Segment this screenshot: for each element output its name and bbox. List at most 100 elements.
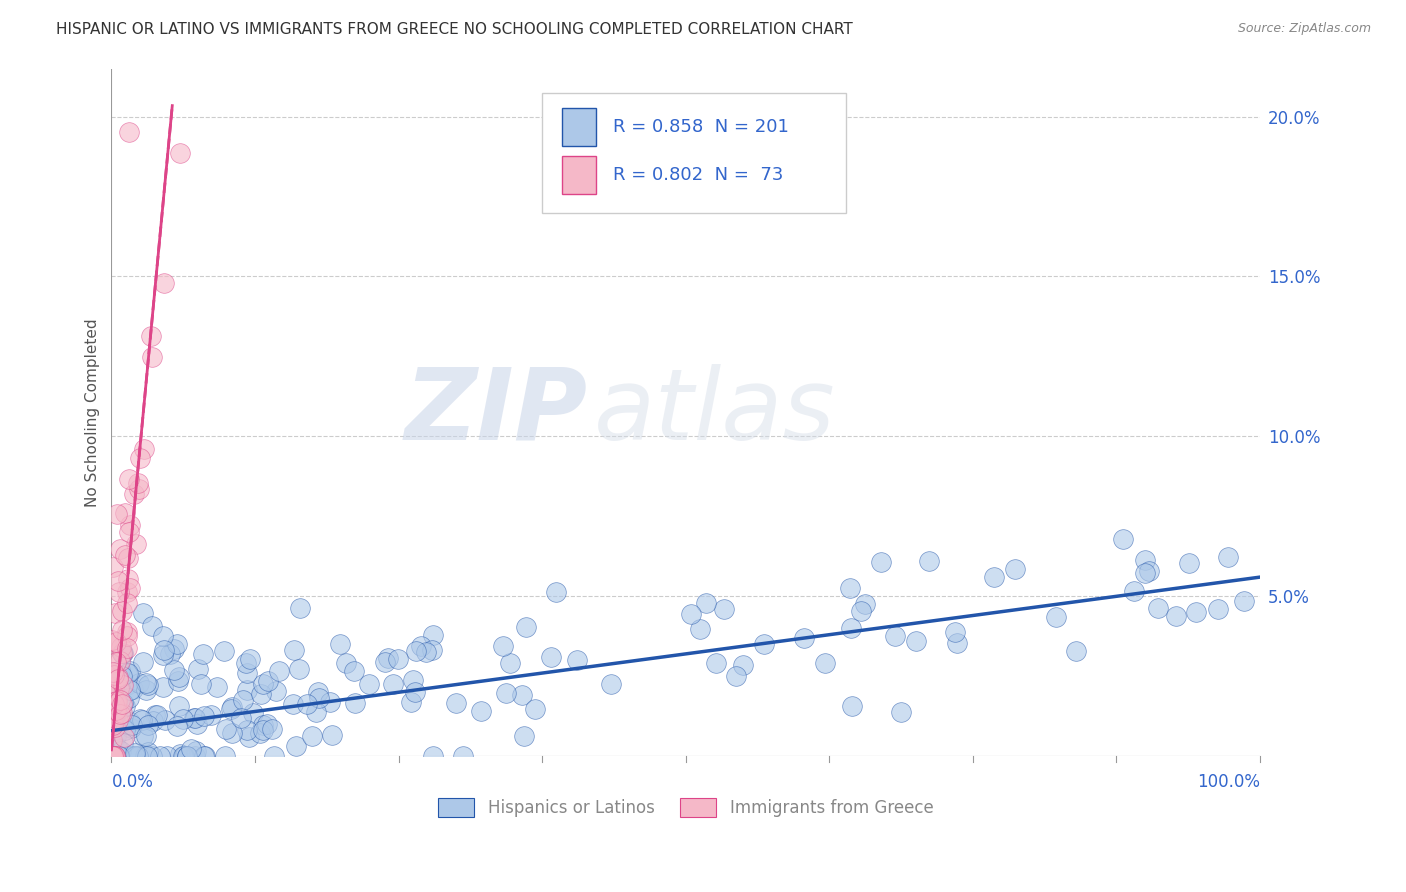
Point bbox=[344, 697, 367, 711]
Point bbox=[1045, 610, 1067, 624]
Point bbox=[112, 736, 135, 750]
Point bbox=[382, 677, 405, 691]
Y-axis label: No Schooling Completed: No Schooling Completed bbox=[86, 318, 100, 507]
Point bbox=[114, 506, 136, 520]
Point bbox=[173, 749, 195, 764]
Point bbox=[103, 749, 125, 764]
Point bbox=[166, 719, 188, 733]
Point bbox=[689, 622, 711, 636]
Point bbox=[281, 697, 304, 711]
Point bbox=[166, 637, 188, 651]
Point bbox=[1146, 600, 1168, 615]
Point bbox=[104, 702, 127, 716]
FancyBboxPatch shape bbox=[543, 93, 846, 213]
Point bbox=[103, 680, 125, 694]
Point bbox=[420, 643, 443, 657]
Point bbox=[117, 572, 139, 586]
Point bbox=[187, 662, 209, 676]
Point bbox=[128, 676, 150, 690]
Point bbox=[152, 277, 174, 291]
Point bbox=[103, 749, 125, 764]
Point bbox=[256, 716, 278, 731]
Point bbox=[1206, 602, 1229, 616]
Point bbox=[104, 714, 127, 728]
Point bbox=[184, 744, 207, 758]
Point bbox=[101, 732, 124, 747]
Point bbox=[104, 667, 127, 681]
Point bbox=[103, 749, 125, 764]
Point bbox=[128, 482, 150, 496]
Point bbox=[207, 680, 229, 694]
Point bbox=[114, 723, 136, 738]
Point bbox=[105, 656, 128, 670]
Point bbox=[114, 699, 136, 714]
Point bbox=[141, 619, 163, 633]
Point bbox=[212, 643, 235, 657]
Point bbox=[108, 663, 131, 677]
Point bbox=[242, 706, 264, 721]
Point bbox=[180, 742, 202, 756]
Point bbox=[215, 722, 238, 736]
Point bbox=[387, 652, 409, 666]
Point bbox=[105, 692, 128, 706]
Point bbox=[101, 749, 124, 764]
Point bbox=[136, 745, 159, 759]
Point bbox=[167, 670, 190, 684]
Point bbox=[124, 749, 146, 764]
Point bbox=[172, 712, 194, 726]
Point bbox=[377, 651, 399, 665]
Point bbox=[107, 749, 129, 764]
Point bbox=[105, 704, 128, 718]
Point bbox=[101, 718, 124, 732]
Point bbox=[422, 749, 444, 764]
Point bbox=[695, 596, 717, 610]
Point bbox=[101, 695, 124, 709]
Point bbox=[250, 687, 273, 701]
Point bbox=[498, 656, 520, 670]
Point bbox=[704, 656, 727, 670]
Point bbox=[492, 639, 515, 653]
Point bbox=[415, 645, 437, 659]
Point bbox=[946, 636, 969, 650]
Point bbox=[118, 525, 141, 540]
Point bbox=[107, 574, 129, 589]
Point bbox=[288, 662, 311, 676]
Point bbox=[152, 629, 174, 643]
Point bbox=[190, 677, 212, 691]
Point bbox=[112, 696, 135, 710]
Point bbox=[104, 606, 127, 620]
Point bbox=[152, 648, 174, 662]
Point bbox=[404, 685, 426, 699]
Point bbox=[108, 654, 131, 668]
Point bbox=[132, 655, 155, 669]
Point bbox=[125, 537, 148, 551]
Point bbox=[814, 656, 837, 670]
Point bbox=[214, 749, 236, 764]
Point bbox=[141, 351, 163, 365]
Point bbox=[104, 729, 127, 743]
Point bbox=[103, 668, 125, 682]
Point bbox=[1178, 557, 1201, 571]
Point bbox=[139, 329, 162, 343]
Point bbox=[186, 717, 208, 731]
Point bbox=[515, 620, 537, 634]
Point bbox=[1135, 553, 1157, 567]
Point bbox=[754, 636, 776, 650]
Point bbox=[115, 584, 138, 599]
Point bbox=[451, 749, 474, 764]
Point bbox=[283, 642, 305, 657]
Point bbox=[107, 749, 129, 764]
Point bbox=[115, 640, 138, 655]
Point bbox=[904, 634, 927, 648]
Point bbox=[252, 676, 274, 690]
Point bbox=[890, 705, 912, 719]
Point bbox=[510, 688, 533, 702]
Point bbox=[495, 686, 517, 700]
Point bbox=[252, 717, 274, 731]
Point bbox=[143, 708, 166, 723]
Point bbox=[252, 723, 274, 737]
Text: atlas: atlas bbox=[593, 364, 835, 461]
Point bbox=[112, 678, 135, 692]
Point bbox=[111, 697, 134, 711]
Point bbox=[101, 687, 124, 701]
